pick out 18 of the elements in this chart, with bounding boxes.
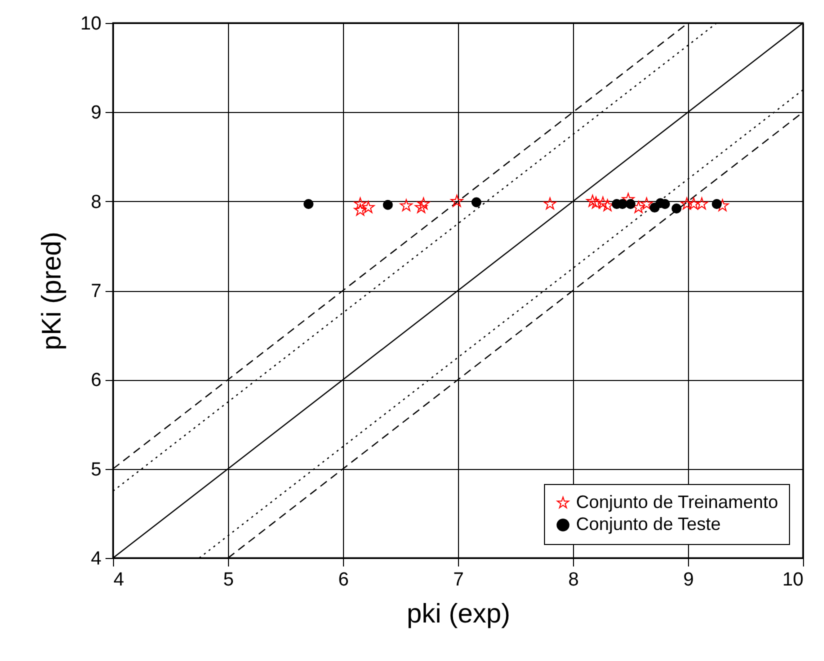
y-tick-label: 6 (90, 370, 102, 392)
y-tick-label: 7 (90, 281, 102, 302)
legend-label: Conjunto de Treinamento (576, 492, 778, 512)
x-axis-title: pki (exp) (406, 598, 510, 628)
y-tick-label: 9 (90, 102, 102, 124)
x-tick-label: 4 (114, 570, 124, 590)
x-tick-label: 6 (338, 570, 349, 590)
y-tick-label: 8 (90, 192, 102, 213)
legend-label: Conjunto de Teste (576, 514, 721, 534)
y-axis-title: pKi (pred) (36, 232, 66, 350)
y-tick-label: 5 (90, 459, 102, 480)
x-tick-label: 5 (223, 570, 234, 590)
y-tick-label: 10 (80, 14, 102, 34)
x-tick-label: 8 (568, 570, 579, 590)
x-tick-label: 10 (782, 570, 804, 590)
x-tick-label: 9 (683, 570, 694, 590)
x-tick-label: 7 (453, 570, 464, 590)
y-tick-label: 4 (90, 548, 102, 570)
